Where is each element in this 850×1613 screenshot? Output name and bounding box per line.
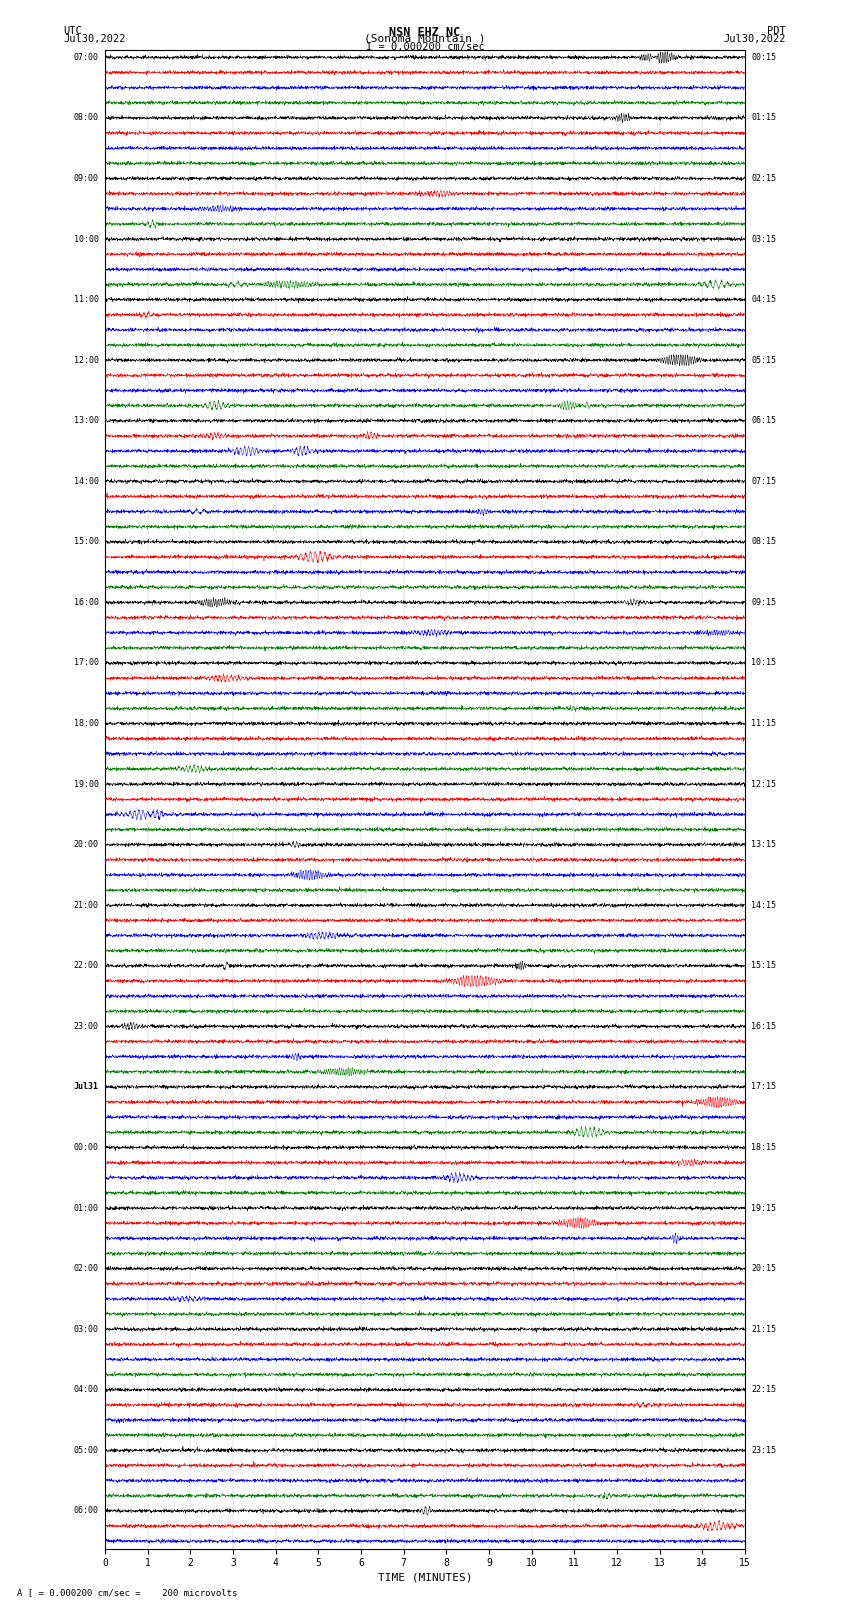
Text: 09:15: 09:15 [751,598,776,606]
Text: 01:00: 01:00 [74,1203,99,1213]
Text: 10:00: 10:00 [74,234,99,244]
Text: 19:15: 19:15 [751,1203,776,1213]
Text: 05:15: 05:15 [751,355,776,365]
Text: I = 0.000200 cm/sec: I = 0.000200 cm/sec [366,42,484,52]
Text: 05:00: 05:00 [74,1445,99,1455]
Text: 20:15: 20:15 [751,1265,776,1273]
Text: UTC: UTC [64,26,82,35]
Text: 13:15: 13:15 [751,840,776,848]
Text: PDT: PDT [768,26,786,35]
Text: 07:15: 07:15 [751,477,776,486]
Text: 12:00: 12:00 [74,355,99,365]
Text: 00:00: 00:00 [74,1144,99,1152]
Text: Jul31: Jul31 [74,1082,99,1092]
Text: 17:15: 17:15 [751,1082,776,1092]
Text: 22:15: 22:15 [751,1386,776,1394]
Text: 16:15: 16:15 [751,1023,776,1031]
Text: 00:15: 00:15 [751,53,776,61]
Text: A [ = 0.000200 cm/sec =    200 microvolts: A [ = 0.000200 cm/sec = 200 microvolts [17,1587,237,1597]
Text: 13:00: 13:00 [74,416,99,426]
Text: 08:15: 08:15 [751,537,776,547]
Text: 02:15: 02:15 [751,174,776,182]
Text: 14:00: 14:00 [74,477,99,486]
Text: Jul30,2022: Jul30,2022 [723,34,786,44]
Text: (Sonoma Mountain ): (Sonoma Mountain ) [365,34,485,44]
Text: 09:00: 09:00 [74,174,99,182]
Text: 11:15: 11:15 [751,719,776,727]
Text: 10:15: 10:15 [751,658,776,668]
Text: 19:00: 19:00 [74,779,99,789]
Text: 21:00: 21:00 [74,900,99,910]
Text: NSN EHZ NC: NSN EHZ NC [389,26,461,39]
Text: 06:00: 06:00 [74,1507,99,1515]
Text: 02:00: 02:00 [74,1265,99,1273]
Text: 03:00: 03:00 [74,1324,99,1334]
Text: 06:15: 06:15 [751,416,776,426]
Text: 23:00: 23:00 [74,1023,99,1031]
Text: 03:15: 03:15 [751,234,776,244]
Text: 23:15: 23:15 [751,1445,776,1455]
Text: 14:15: 14:15 [751,900,776,910]
Text: 22:00: 22:00 [74,961,99,971]
Text: Jul30,2022: Jul30,2022 [64,34,127,44]
Text: 08:00: 08:00 [74,113,99,123]
Text: 07:00: 07:00 [74,53,99,61]
X-axis label: TIME (MINUTES): TIME (MINUTES) [377,1573,473,1582]
Text: 11:00: 11:00 [74,295,99,305]
Text: 18:15: 18:15 [751,1144,776,1152]
Text: 12:15: 12:15 [751,779,776,789]
Text: 21:15: 21:15 [751,1324,776,1334]
Text: 17:00: 17:00 [74,658,99,668]
Text: 04:00: 04:00 [74,1386,99,1394]
Text: 15:15: 15:15 [751,961,776,971]
Text: 15:00: 15:00 [74,537,99,547]
Text: 20:00: 20:00 [74,840,99,848]
Text: 16:00: 16:00 [74,598,99,606]
Text: 18:00: 18:00 [74,719,99,727]
Text: 01:15: 01:15 [751,113,776,123]
Text: 04:15: 04:15 [751,295,776,305]
